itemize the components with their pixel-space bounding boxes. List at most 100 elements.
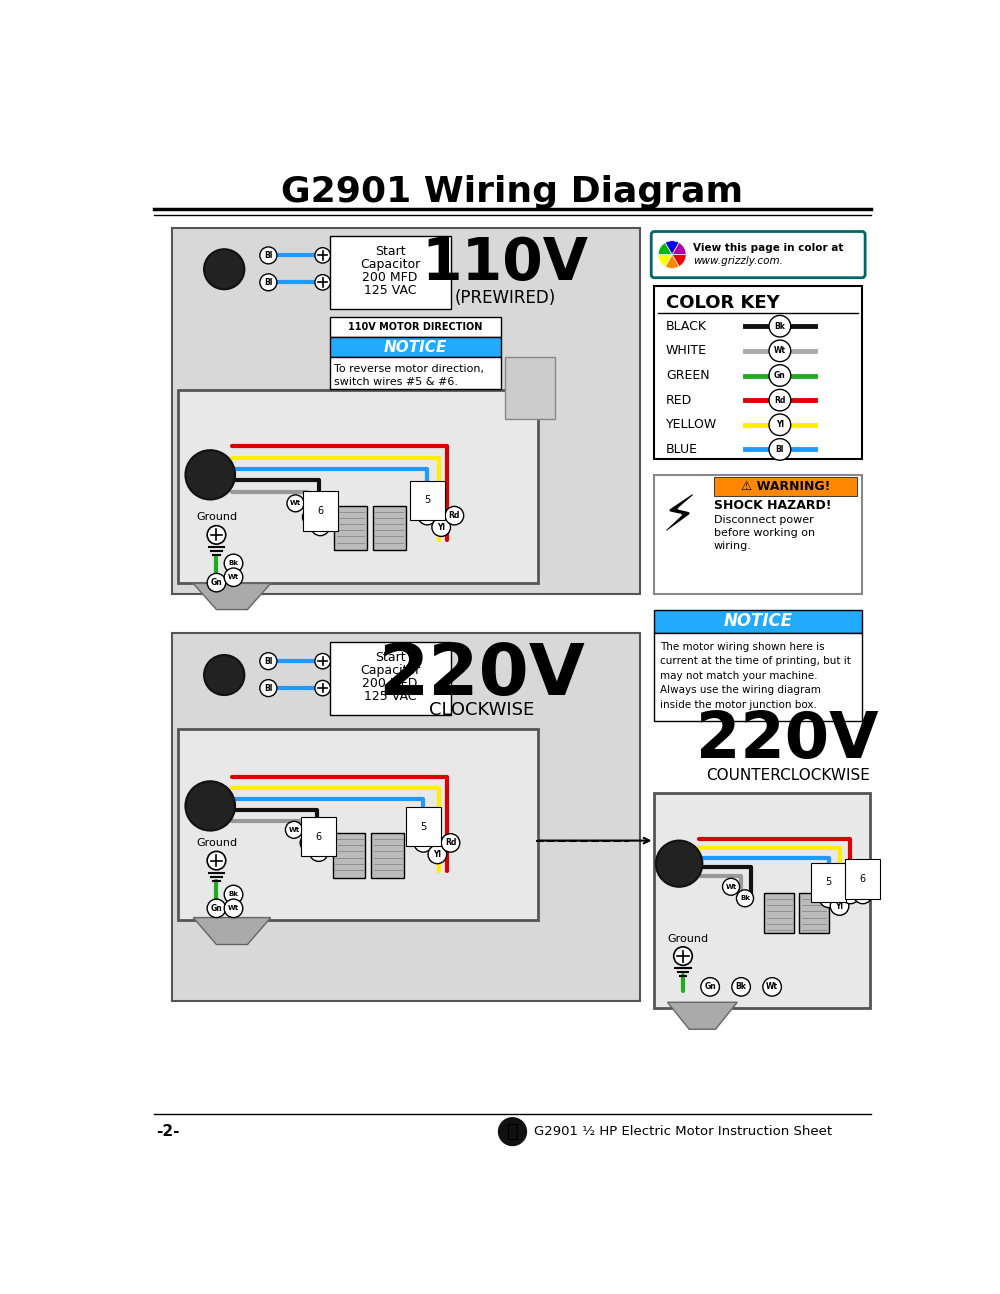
Circle shape (260, 247, 277, 264)
Text: Bl: Bl (315, 848, 323, 857)
Text: switch wires #5 & #6.: switch wires #5 & #6. (334, 377, 458, 387)
Text: RED: RED (666, 393, 692, 406)
Bar (764, 893, 794, 933)
Text: WHITE: WHITE (666, 344, 707, 357)
Text: BLACK: BLACK (666, 320, 707, 333)
Bar (172, 633, 640, 1000)
Text: BLUE: BLUE (666, 443, 698, 455)
Text: YELLOW: YELLOW (666, 418, 717, 431)
Text: Disconnect power: Disconnect power (714, 515, 814, 525)
Text: Wt: Wt (774, 347, 786, 356)
Text: Bl: Bl (419, 839, 428, 848)
Circle shape (414, 833, 433, 853)
Circle shape (656, 841, 702, 886)
Circle shape (769, 340, 791, 361)
Circle shape (185, 450, 235, 499)
Text: 200 MFD: 200 MFD (362, 272, 418, 285)
Text: Bl: Bl (846, 890, 855, 899)
Text: Wt: Wt (725, 884, 737, 890)
Text: SHOCK HAZARD!: SHOCK HAZARD! (714, 499, 832, 512)
Circle shape (723, 879, 740, 895)
Circle shape (302, 509, 320, 525)
Text: GREEN: GREEN (666, 369, 710, 382)
Text: Wt: Wt (766, 982, 778, 991)
FancyBboxPatch shape (651, 232, 865, 278)
Text: Rd: Rd (857, 890, 868, 899)
Circle shape (207, 851, 226, 870)
Bar (330, 336, 501, 357)
Wedge shape (672, 242, 686, 255)
Text: Bl: Bl (423, 511, 431, 520)
Text: Ground: Ground (196, 839, 237, 848)
Circle shape (260, 679, 277, 696)
Text: 6: 6 (860, 873, 866, 884)
Text: To reverse motor direction,: To reverse motor direction, (334, 364, 484, 374)
Text: 🐻: 🐻 (507, 1122, 518, 1141)
Text: -2-: -2- (156, 1124, 180, 1139)
Text: may not match your machine.: may not match your machine. (660, 670, 817, 681)
Text: 6: 6 (317, 506, 323, 516)
Circle shape (185, 782, 235, 831)
Bar (178, 389, 538, 582)
Text: Bl: Bl (264, 251, 273, 260)
Circle shape (769, 439, 791, 461)
Bar (333, 833, 365, 877)
Bar (330, 236, 450, 309)
Circle shape (736, 890, 754, 907)
Wedge shape (672, 255, 686, 267)
Circle shape (763, 978, 781, 996)
Text: Gn: Gn (211, 578, 222, 587)
Circle shape (285, 822, 302, 839)
Circle shape (441, 833, 460, 853)
Bar (178, 729, 538, 920)
Text: Wt: Wt (288, 827, 300, 833)
Text: Bk: Bk (304, 840, 314, 846)
Polygon shape (193, 584, 271, 609)
Text: 5: 5 (420, 822, 426, 832)
Text: Gn: Gn (704, 982, 716, 991)
Bar (373, 506, 406, 550)
Text: CLOCKWISE: CLOCKWISE (429, 700, 534, 718)
Circle shape (309, 842, 328, 862)
Circle shape (432, 518, 450, 537)
Circle shape (300, 835, 317, 851)
Text: Yl: Yl (836, 902, 844, 911)
Text: Bl: Bl (316, 521, 324, 531)
Text: 110V MOTOR DIRECTION: 110V MOTOR DIRECTION (348, 322, 483, 333)
Circle shape (315, 247, 330, 263)
Circle shape (311, 518, 330, 536)
Circle shape (701, 978, 719, 996)
Text: Wt: Wt (228, 575, 239, 580)
Polygon shape (668, 1003, 737, 1029)
Bar (334, 506, 367, 550)
Circle shape (769, 389, 791, 411)
Circle shape (732, 978, 750, 996)
Text: 110V: 110V (421, 234, 588, 291)
Text: Bl: Bl (776, 445, 784, 454)
Text: Bl: Bl (264, 683, 273, 692)
Text: 220V: 220V (378, 641, 585, 709)
Circle shape (418, 506, 437, 525)
Text: inside the motor junction box.: inside the motor junction box. (660, 700, 817, 710)
Bar (330, 317, 501, 336)
Text: G2901 Wiring Diagram: G2901 Wiring Diagram (281, 175, 744, 210)
Circle shape (315, 681, 330, 696)
Text: Yl: Yl (776, 421, 784, 430)
Text: 125 VAC: 125 VAC (364, 285, 416, 298)
Text: ⚡: ⚡ (662, 493, 697, 541)
Text: Yl: Yl (437, 523, 445, 532)
Text: Yl: Yl (433, 850, 441, 859)
Circle shape (224, 554, 243, 573)
Circle shape (674, 947, 692, 965)
Circle shape (260, 652, 277, 669)
Circle shape (287, 494, 304, 512)
Text: Gn: Gn (774, 371, 786, 380)
Text: Bl: Bl (264, 278, 273, 287)
Text: The motor wiring shown here is: The motor wiring shown here is (660, 642, 824, 652)
Text: 6: 6 (316, 832, 322, 841)
Bar (330, 642, 450, 716)
Text: Rd: Rd (774, 396, 786, 405)
Text: before working on: before working on (714, 528, 815, 538)
Text: Bk: Bk (228, 892, 239, 898)
Circle shape (499, 1118, 526, 1145)
